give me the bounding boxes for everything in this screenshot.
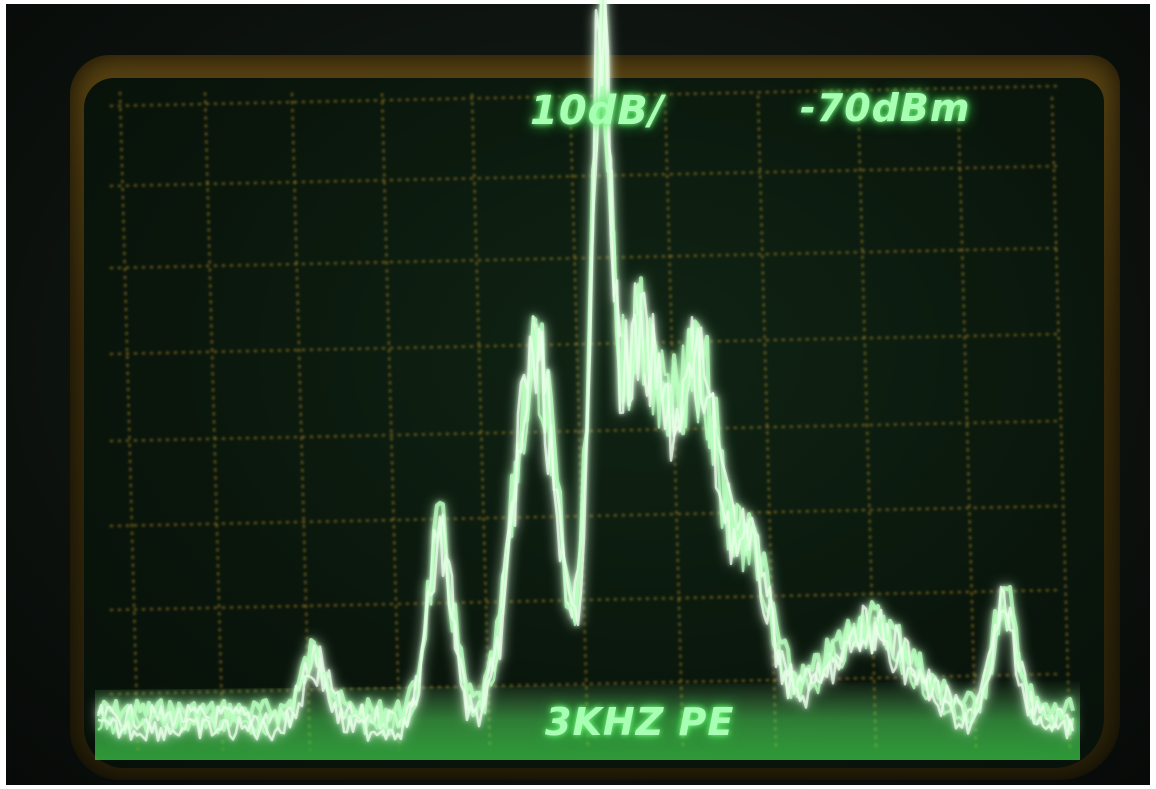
graticule-vertical-line [569,94,589,751]
spectrum-trace [96,0,1075,742]
graticule-vertical-line [957,96,977,751]
noise-floor-band [95,680,1080,760]
graticule-vertical-line [757,95,777,751]
graticule-horizontal-line [109,247,1061,269]
graticule-vertical-line [1051,96,1071,751]
graticule-vertical-line [204,92,224,751]
graticule-vertical-line [664,94,684,751]
graticule-vertical-line [471,93,491,751]
graticule-horizontal-line [109,165,1061,187]
graticule-grid [109,85,1071,751]
graticule-vertical-line [381,93,401,751]
graticule-vertical-line [291,92,311,751]
graticule-horizontal-line [109,333,1061,355]
bandwidth-readout: 3KHZ PE [545,700,735,744]
reference-level-readout: -70dBm [800,86,971,130]
graticule-vertical-line [119,91,139,751]
scale-readout: 10dB/ [530,88,665,134]
spectrum-trace-sweep [97,0,1075,742]
